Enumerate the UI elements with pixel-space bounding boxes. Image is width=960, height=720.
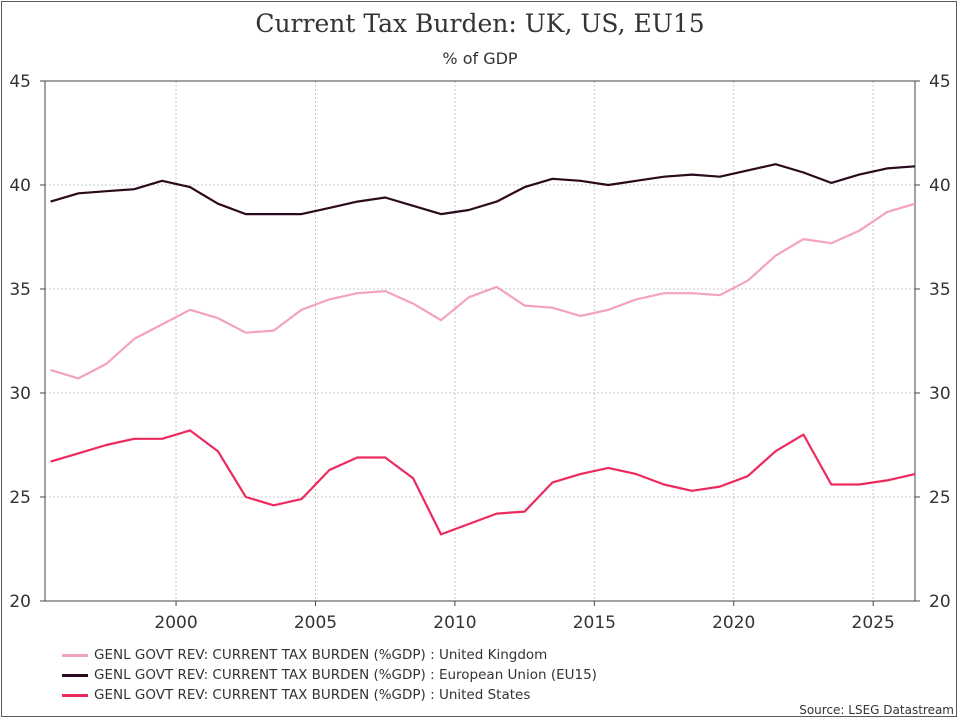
legend-swatch-uk bbox=[62, 653, 88, 657]
legend-item-eu15[interactable]: GENL GOVT REV: CURRENT TAX BURDEN (%GDP)… bbox=[62, 665, 597, 685]
legend-swatch-eu15 bbox=[62, 673, 88, 677]
y-tick-label-right-45: 45 bbox=[929, 72, 951, 92]
plot-area-border bbox=[44, 80, 916, 602]
series-line-eu15 bbox=[50, 163, 916, 216]
x-tick-label-2015: 2015 bbox=[573, 613, 616, 633]
legend-label-uk: GENL GOVT REV: CURRENT TAX BURDEN (%GDP)… bbox=[94, 647, 548, 663]
y-tick-label-right-30: 30 bbox=[929, 384, 951, 404]
y-tick-label-left-40: 40 bbox=[9, 176, 31, 196]
x-tick-label-2020: 2020 bbox=[712, 613, 755, 633]
chart-title: Current Tax Burden: UK, US, EU15 bbox=[255, 9, 704, 38]
legend-label-eu15: GENL GOVT REV: CURRENT TAX BURDEN (%GDP)… bbox=[94, 667, 597, 683]
x-tick-label-2010: 2010 bbox=[433, 613, 476, 633]
y-tick-label-right-35: 35 bbox=[929, 280, 951, 300]
y-tick-label-right-20: 20 bbox=[929, 592, 951, 612]
source-note: Source: LSEG Datastream bbox=[799, 703, 954, 717]
chart-subtitle: % of GDP bbox=[442, 49, 518, 68]
y-tick-label-left-35: 35 bbox=[9, 280, 31, 300]
y-tick-label-left-25: 25 bbox=[9, 488, 31, 508]
y-tick-label-left-30: 30 bbox=[9, 384, 31, 404]
x-tick-label-2005: 2005 bbox=[294, 613, 337, 633]
legend-swatch-us bbox=[62, 693, 88, 697]
y-tick-label-left-20: 20 bbox=[9, 592, 31, 612]
y-tick-label-right-40: 40 bbox=[929, 176, 951, 196]
y-tick-label-left-45: 45 bbox=[9, 72, 31, 92]
series-line-us bbox=[50, 429, 916, 536]
chart-legend: GENL GOVT REV: CURRENT TAX BURDEN (%GDP)… bbox=[62, 645, 597, 705]
series-line-uk bbox=[50, 202, 916, 380]
x-tick-label-2025: 2025 bbox=[852, 613, 895, 633]
legend-item-us[interactable]: GENL GOVT REV: CURRENT TAX BURDEN (%GDP)… bbox=[62, 685, 597, 705]
legend-label-us: GENL GOVT REV: CURRENT TAX BURDEN (%GDP)… bbox=[94, 687, 531, 703]
legend-item-uk[interactable]: GENL GOVT REV: CURRENT TAX BURDEN (%GDP)… bbox=[62, 645, 597, 665]
y-tick-label-right-25: 25 bbox=[929, 488, 951, 508]
x-tick-label-2000: 2000 bbox=[154, 613, 197, 633]
